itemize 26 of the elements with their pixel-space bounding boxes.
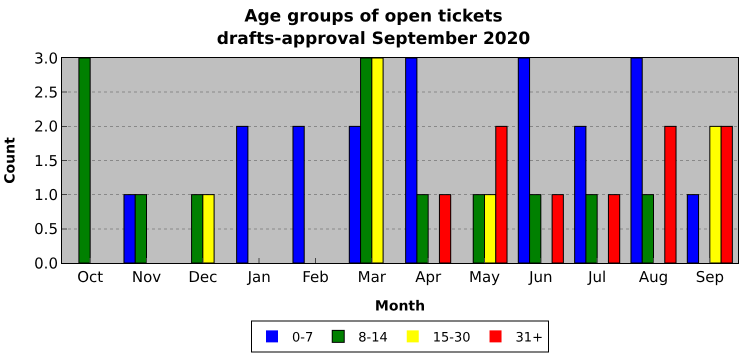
x-tick-label: Dec (188, 268, 218, 286)
x-axis-title: Month (374, 298, 426, 314)
legend-label: 8-14 (358, 330, 388, 346)
x-tick-label: Mar (358, 268, 387, 286)
x-tick-label: Jun (528, 268, 553, 286)
x-tick-label: Nov (132, 268, 162, 286)
x-tick-label: Jul (587, 268, 606, 286)
x-tick-label: Apr (415, 268, 442, 286)
chart-title: Age groups of open tickets drafts-approval September 2020 (216, 6, 530, 49)
y-tick-label: 1.0 (34, 186, 58, 204)
x-tick-label: Feb (302, 268, 329, 286)
y-tick-label: 3.0 (34, 49, 58, 68)
y-tick-label: 2.5 (34, 83, 58, 102)
y-axis-title: Count (2, 136, 19, 184)
y-tick-label: 0.5 (34, 220, 58, 238)
x-tick-label: Sep (696, 268, 724, 286)
x-tick-label: Jan (246, 268, 271, 286)
y-tick-label: 1.5 (34, 152, 58, 170)
legend-label: 0-7 (292, 330, 314, 346)
legend-label: 31+ (516, 330, 543, 346)
x-tick-label: Oct (77, 268, 104, 286)
y-tick-label: 0.0 (34, 254, 58, 272)
x-tick-label: Aug (638, 268, 668, 286)
y-tick-label: 2.0 (34, 118, 58, 136)
x-tick-label: May (468, 268, 500, 286)
legend-label: 15-30 (432, 330, 471, 346)
